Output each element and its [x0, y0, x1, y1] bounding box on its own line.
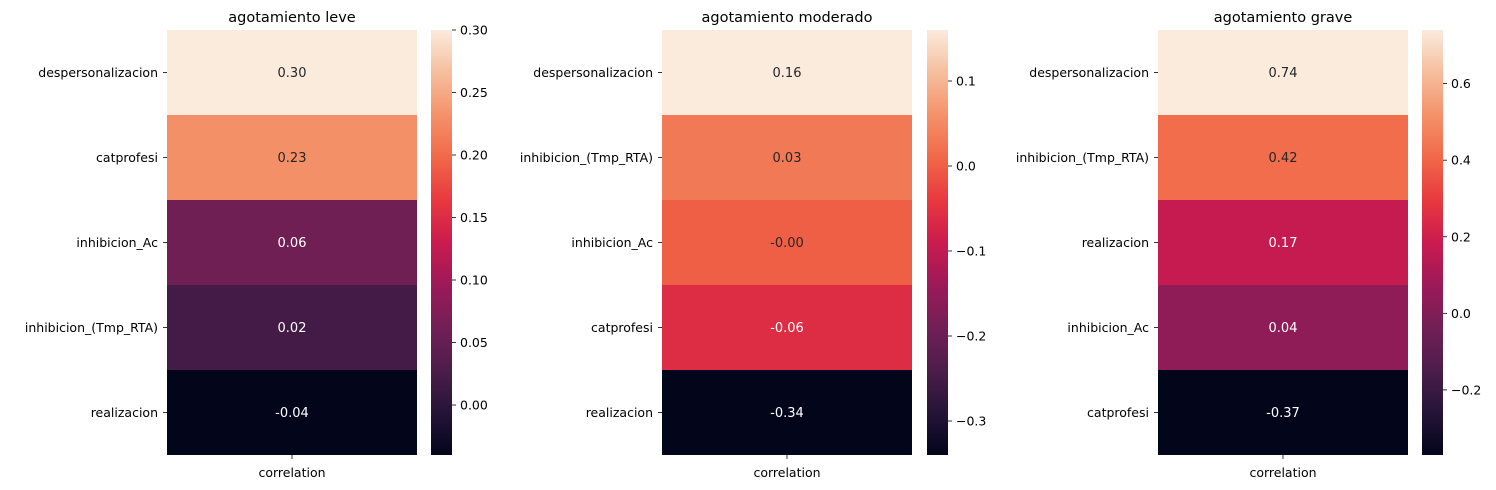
- heatmap-cell: [167, 30, 417, 115]
- heatmap-cell: [662, 285, 912, 370]
- colorbar: [927, 30, 948, 455]
- colorbar-tick-label: 0.0: [956, 159, 976, 174]
- cell-value-label: -0.34: [770, 406, 804, 421]
- heatmap-cell: [1158, 200, 1408, 285]
- heatmap-cell: [167, 200, 417, 285]
- colorbar-tick-label: 0.30: [460, 23, 488, 38]
- colorbar-tick-label: 0.6: [1451, 76, 1471, 91]
- x-tick-label: correlation: [753, 465, 820, 480]
- colorbar-tick-label: 0.1: [956, 74, 976, 89]
- cell-value-label: 0.30: [278, 66, 307, 81]
- cell-value-label: -0.00: [770, 236, 804, 251]
- colorbar-tick-label: 0.25: [460, 85, 488, 100]
- cell-value-label: 0.06: [278, 236, 307, 251]
- cell-value-label: 0.03: [773, 151, 802, 166]
- y-tick-label: inhibicion_(Tmp_RTA): [520, 150, 653, 165]
- colorbar: [431, 30, 452, 455]
- heatmap-cell: [662, 115, 912, 200]
- colorbar-tick-label: −0.2: [1451, 382, 1481, 397]
- y-tick-label: catprofesi: [96, 150, 158, 165]
- y-tick-label: inhibicion_Ac: [1067, 320, 1149, 335]
- colorbar-tick-label: 0.4: [1451, 153, 1471, 168]
- y-tick-label: inhibicion_(Tmp_RTA): [1016, 150, 1149, 165]
- heatmap-cell: [167, 370, 417, 455]
- y-tick-label: inhibicion_Ac: [571, 235, 653, 250]
- heatmap-panel-2: agotamiento moderado 0.16 despersonalizaci…: [520, 10, 986, 480]
- y-tick-label: catprofesi: [591, 320, 653, 335]
- heatmap-cell: [1158, 370, 1408, 455]
- cell-value-label: 0.42: [1269, 151, 1298, 166]
- cell-value-label: 0.23: [278, 151, 307, 166]
- x-tick-label: correlation: [258, 465, 325, 480]
- heatmap-cell: [1158, 285, 1408, 370]
- colorbar-tick-label: −0.3: [956, 414, 986, 429]
- colorbar-tick-label: 0.00: [460, 398, 488, 413]
- heatmap-cell: [662, 30, 912, 115]
- heatmap-cell: [1158, 115, 1408, 200]
- cell-value-label: 0.16: [773, 66, 802, 81]
- cell-value-label: 0.74: [1269, 66, 1298, 81]
- y-tick-label: inhibicion_(Tmp_RTA): [25, 320, 158, 335]
- x-tick-label: correlation: [1249, 465, 1316, 480]
- y-tick-label: despersonalizacion: [1029, 65, 1149, 80]
- y-tick-label: realizacion: [1082, 235, 1149, 250]
- colorbar-tick-label: 0.15: [460, 210, 488, 225]
- heatmap-cell: [662, 200, 912, 285]
- heatmap-cell: [167, 285, 417, 370]
- colorbar-tick-label: −0.2: [956, 329, 986, 344]
- y-tick-label: catprofesi: [1087, 405, 1149, 420]
- y-tick-label: realizacion: [91, 405, 158, 420]
- colorbar-tick-label: −0.1: [956, 244, 986, 259]
- panel-title: agotamiento grave: [1214, 10, 1353, 26]
- panel-title: agotamiento leve: [228, 10, 355, 26]
- colorbar-tick-label: 0.2: [1451, 229, 1471, 244]
- heatmap-cell: [167, 115, 417, 200]
- y-tick-label: despersonalizacion: [38, 65, 158, 80]
- cell-value-label: 0.04: [1269, 321, 1298, 336]
- heatmap-panel-3: agotamiento grave 0.74 despersonalizacion 0…: [1016, 10, 1481, 480]
- colorbar: [1422, 30, 1443, 455]
- heatmap-cell: [662, 370, 912, 455]
- y-tick-label: inhibicion_Ac: [76, 235, 158, 250]
- y-tick-label: realizacion: [586, 405, 653, 420]
- colorbar-tick-label: 0.20: [460, 148, 488, 163]
- cell-value-label: 0.02: [278, 321, 307, 336]
- cell-value-label: 0.17: [1269, 236, 1298, 251]
- colorbar-tick-label: 0.10: [460, 273, 488, 288]
- heatmap-cell: [1158, 30, 1408, 115]
- heatmap-panel-1: agotamiento leve 0.30 despersonalizacion 0.…: [25, 10, 488, 480]
- cell-value-label: -0.04: [275, 406, 309, 421]
- y-tick-label: despersonalizacion: [533, 65, 653, 80]
- colorbar-tick-label: 0.05: [460, 335, 488, 350]
- colorbar-tick-label: 0.0: [1451, 306, 1471, 321]
- panel-title: agotamiento moderado: [701, 10, 872, 26]
- cell-value-label: -0.06: [770, 321, 804, 336]
- cell-value-label: -0.37: [1266, 406, 1300, 421]
